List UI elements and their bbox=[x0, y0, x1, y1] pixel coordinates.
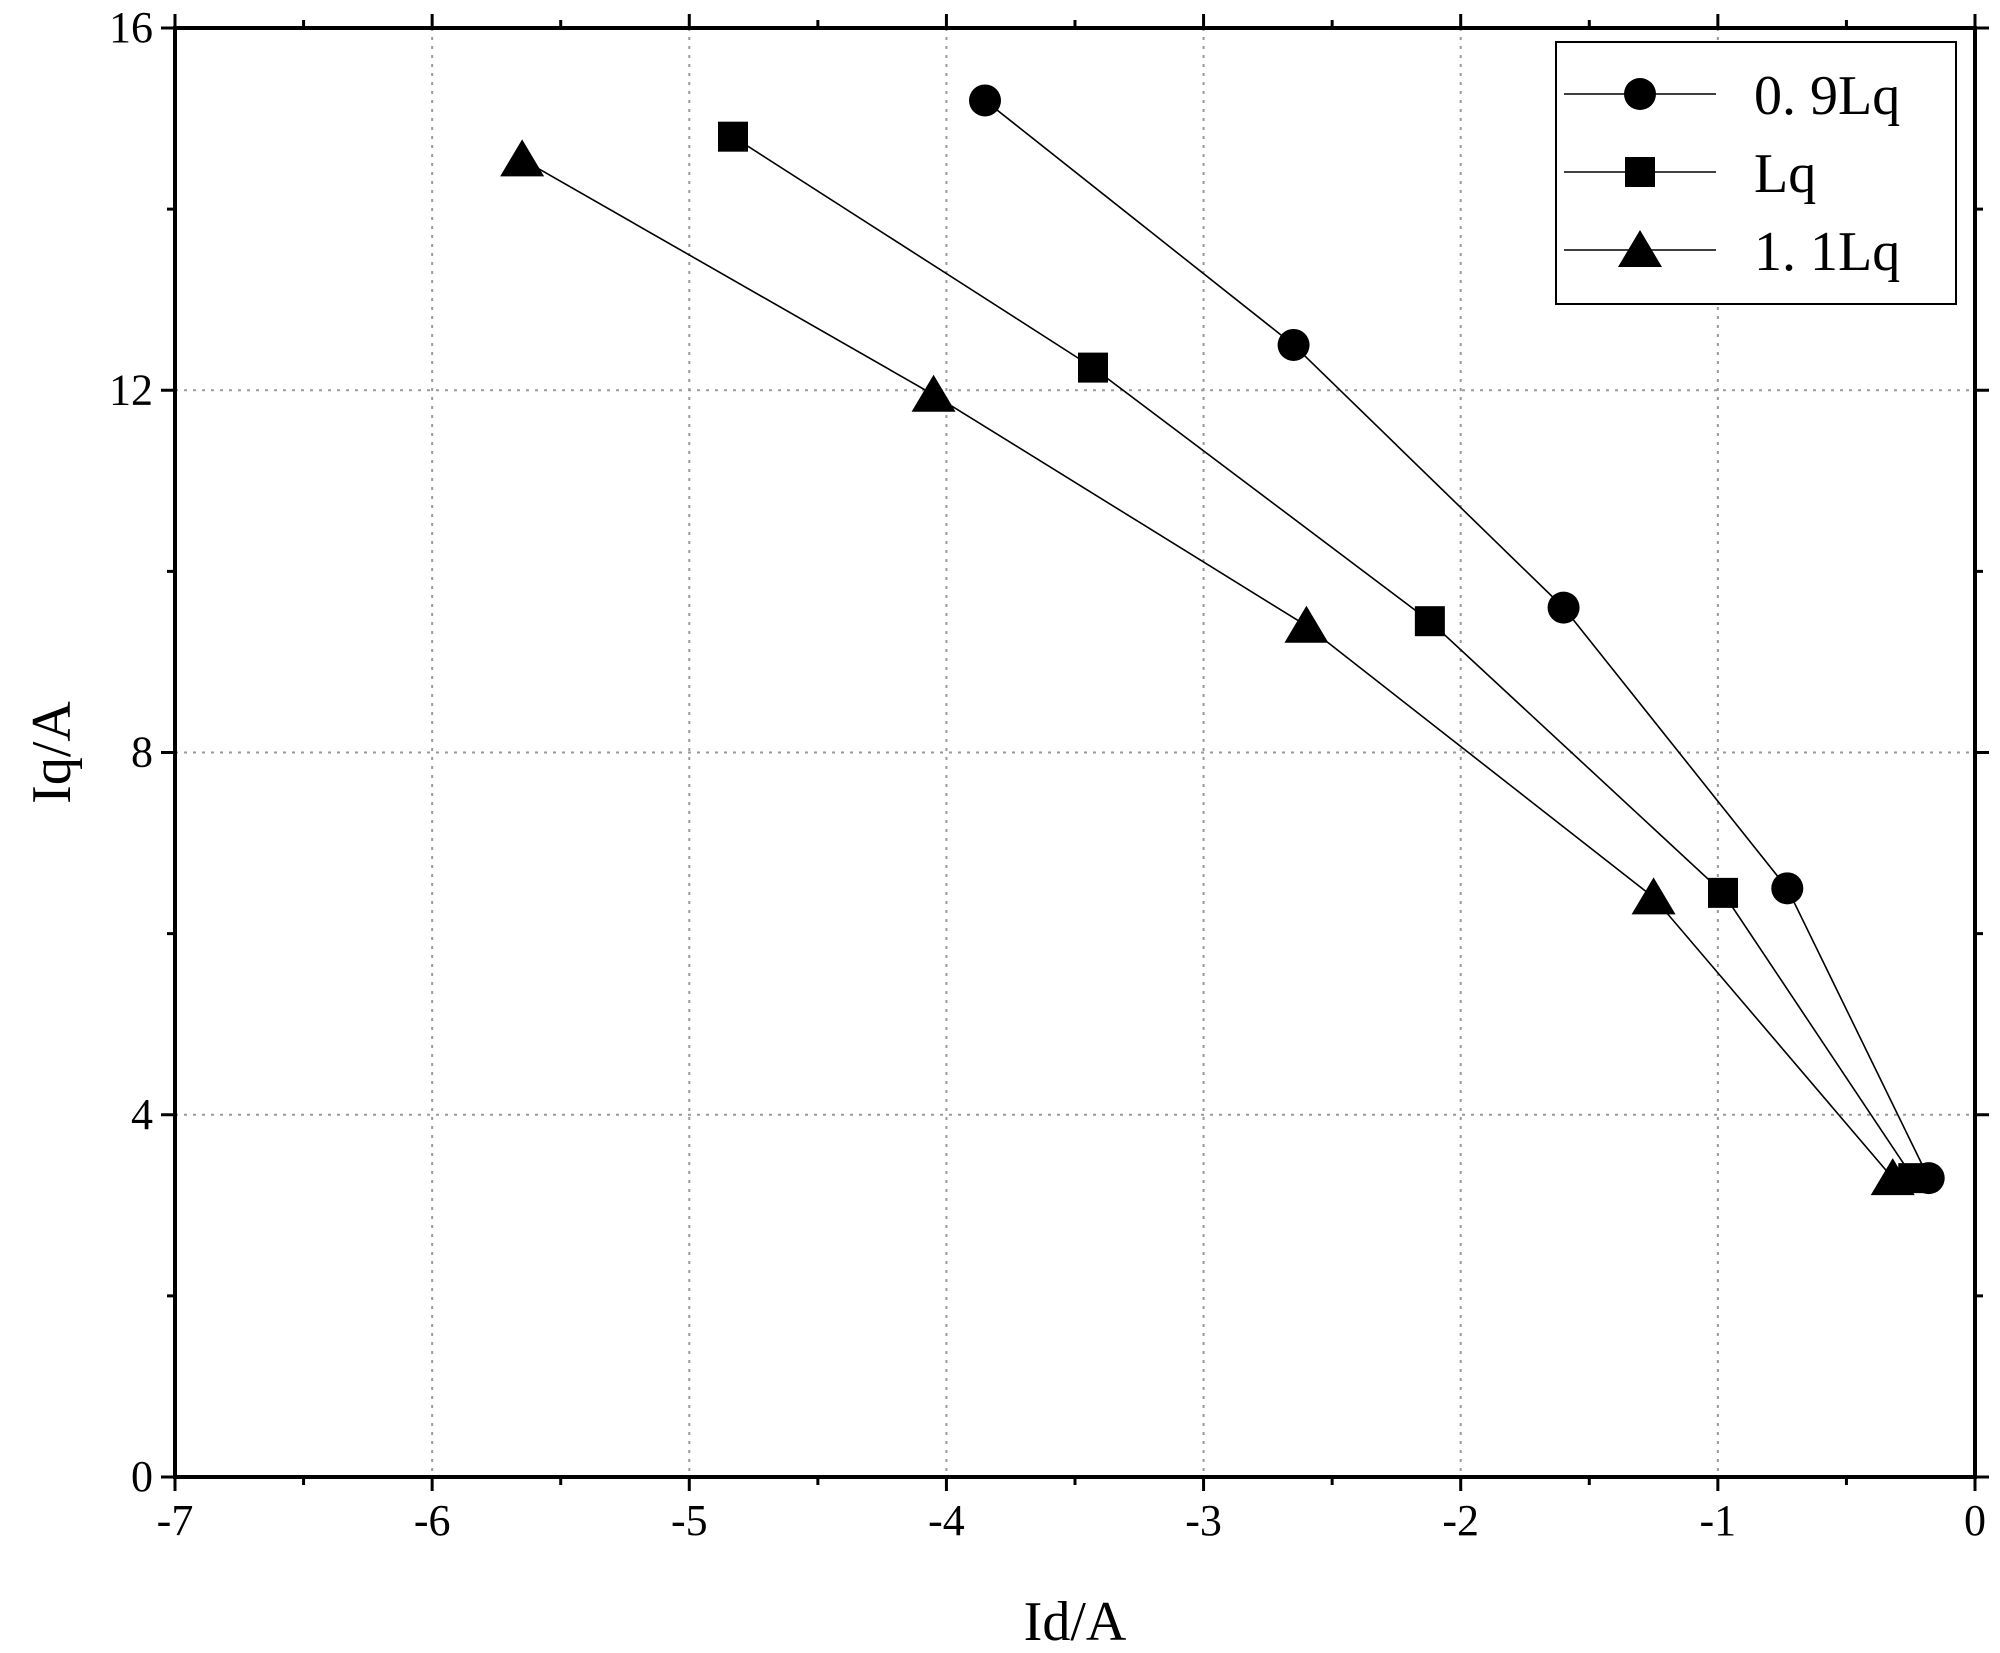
x-tick-label: -2 bbox=[1442, 1496, 1479, 1545]
x-tick-label: -1 bbox=[1700, 1496, 1737, 1545]
x-tick-label: -5 bbox=[671, 1496, 708, 1545]
legend-entries: 0. 9Lq Lq 1. 1Lq bbox=[1564, 65, 1900, 283]
legend-marker-triangle bbox=[1618, 230, 1662, 267]
data-point-square bbox=[718, 121, 748, 152]
x-axis-title: Id/A bbox=[1024, 1591, 1127, 1653]
data-point-triangle bbox=[1631, 877, 1676, 915]
legend-entry: Lq bbox=[1564, 143, 1816, 205]
y-tick-label: 16 bbox=[109, 3, 153, 52]
ticks bbox=[161, 14, 1989, 1491]
y-axis-title: Iq/A bbox=[21, 701, 83, 804]
data-point-circle bbox=[1277, 328, 1310, 361]
legend-entry: 1. 1Lq bbox=[1564, 221, 1900, 283]
series-layer bbox=[500, 84, 1945, 1196]
data-point-square bbox=[1708, 877, 1738, 908]
data-point-circle bbox=[1771, 872, 1804, 905]
grid bbox=[175, 28, 1975, 1477]
data-point-triangle bbox=[500, 139, 545, 177]
x-tick-label: -7 bbox=[157, 1496, 194, 1545]
y-tick-label: 0 bbox=[131, 1452, 153, 1501]
y-tick-label: 12 bbox=[109, 365, 153, 414]
x-tick-label: -6 bbox=[414, 1496, 451, 1545]
data-point-circle bbox=[969, 84, 1001, 117]
series-square bbox=[718, 121, 1929, 1194]
data-point-triangle bbox=[911, 374, 956, 412]
data-point-triangle bbox=[1284, 605, 1329, 643]
series-triangle bbox=[500, 139, 1915, 1196]
y-tick-labels: 0 4 8 12 16 bbox=[109, 3, 153, 1501]
legend-label: Lq bbox=[1754, 143, 1816, 205]
series-line bbox=[521, 158, 1894, 1179]
y-tick-label: 4 bbox=[131, 1090, 153, 1139]
x-tick-label: -4 bbox=[928, 1496, 965, 1545]
x-tick-label: -3 bbox=[1185, 1496, 1222, 1545]
legend: 0. 9Lq Lq 1. 1Lq bbox=[1555, 41, 1957, 305]
legend-label: 0. 9Lq bbox=[1754, 65, 1900, 127]
legend-entry: 0. 9Lq bbox=[1564, 65, 1900, 127]
legend-marker-square bbox=[1625, 157, 1655, 187]
data-point-triangle bbox=[1870, 1158, 1915, 1196]
data-point-square bbox=[1414, 606, 1445, 637]
legend-label: 1. 1Lq bbox=[1754, 221, 1900, 283]
data-point-circle bbox=[1547, 591, 1580, 624]
y-tick-label: 8 bbox=[131, 728, 153, 777]
data-point-square bbox=[1078, 352, 1108, 383]
x-tick-labels: -7 -6 -5 -4 -3 -2 -1 0 bbox=[157, 1496, 1986, 1545]
legend-marker-circle bbox=[1624, 78, 1656, 110]
x-tick-label: 0 bbox=[1964, 1496, 1986, 1545]
